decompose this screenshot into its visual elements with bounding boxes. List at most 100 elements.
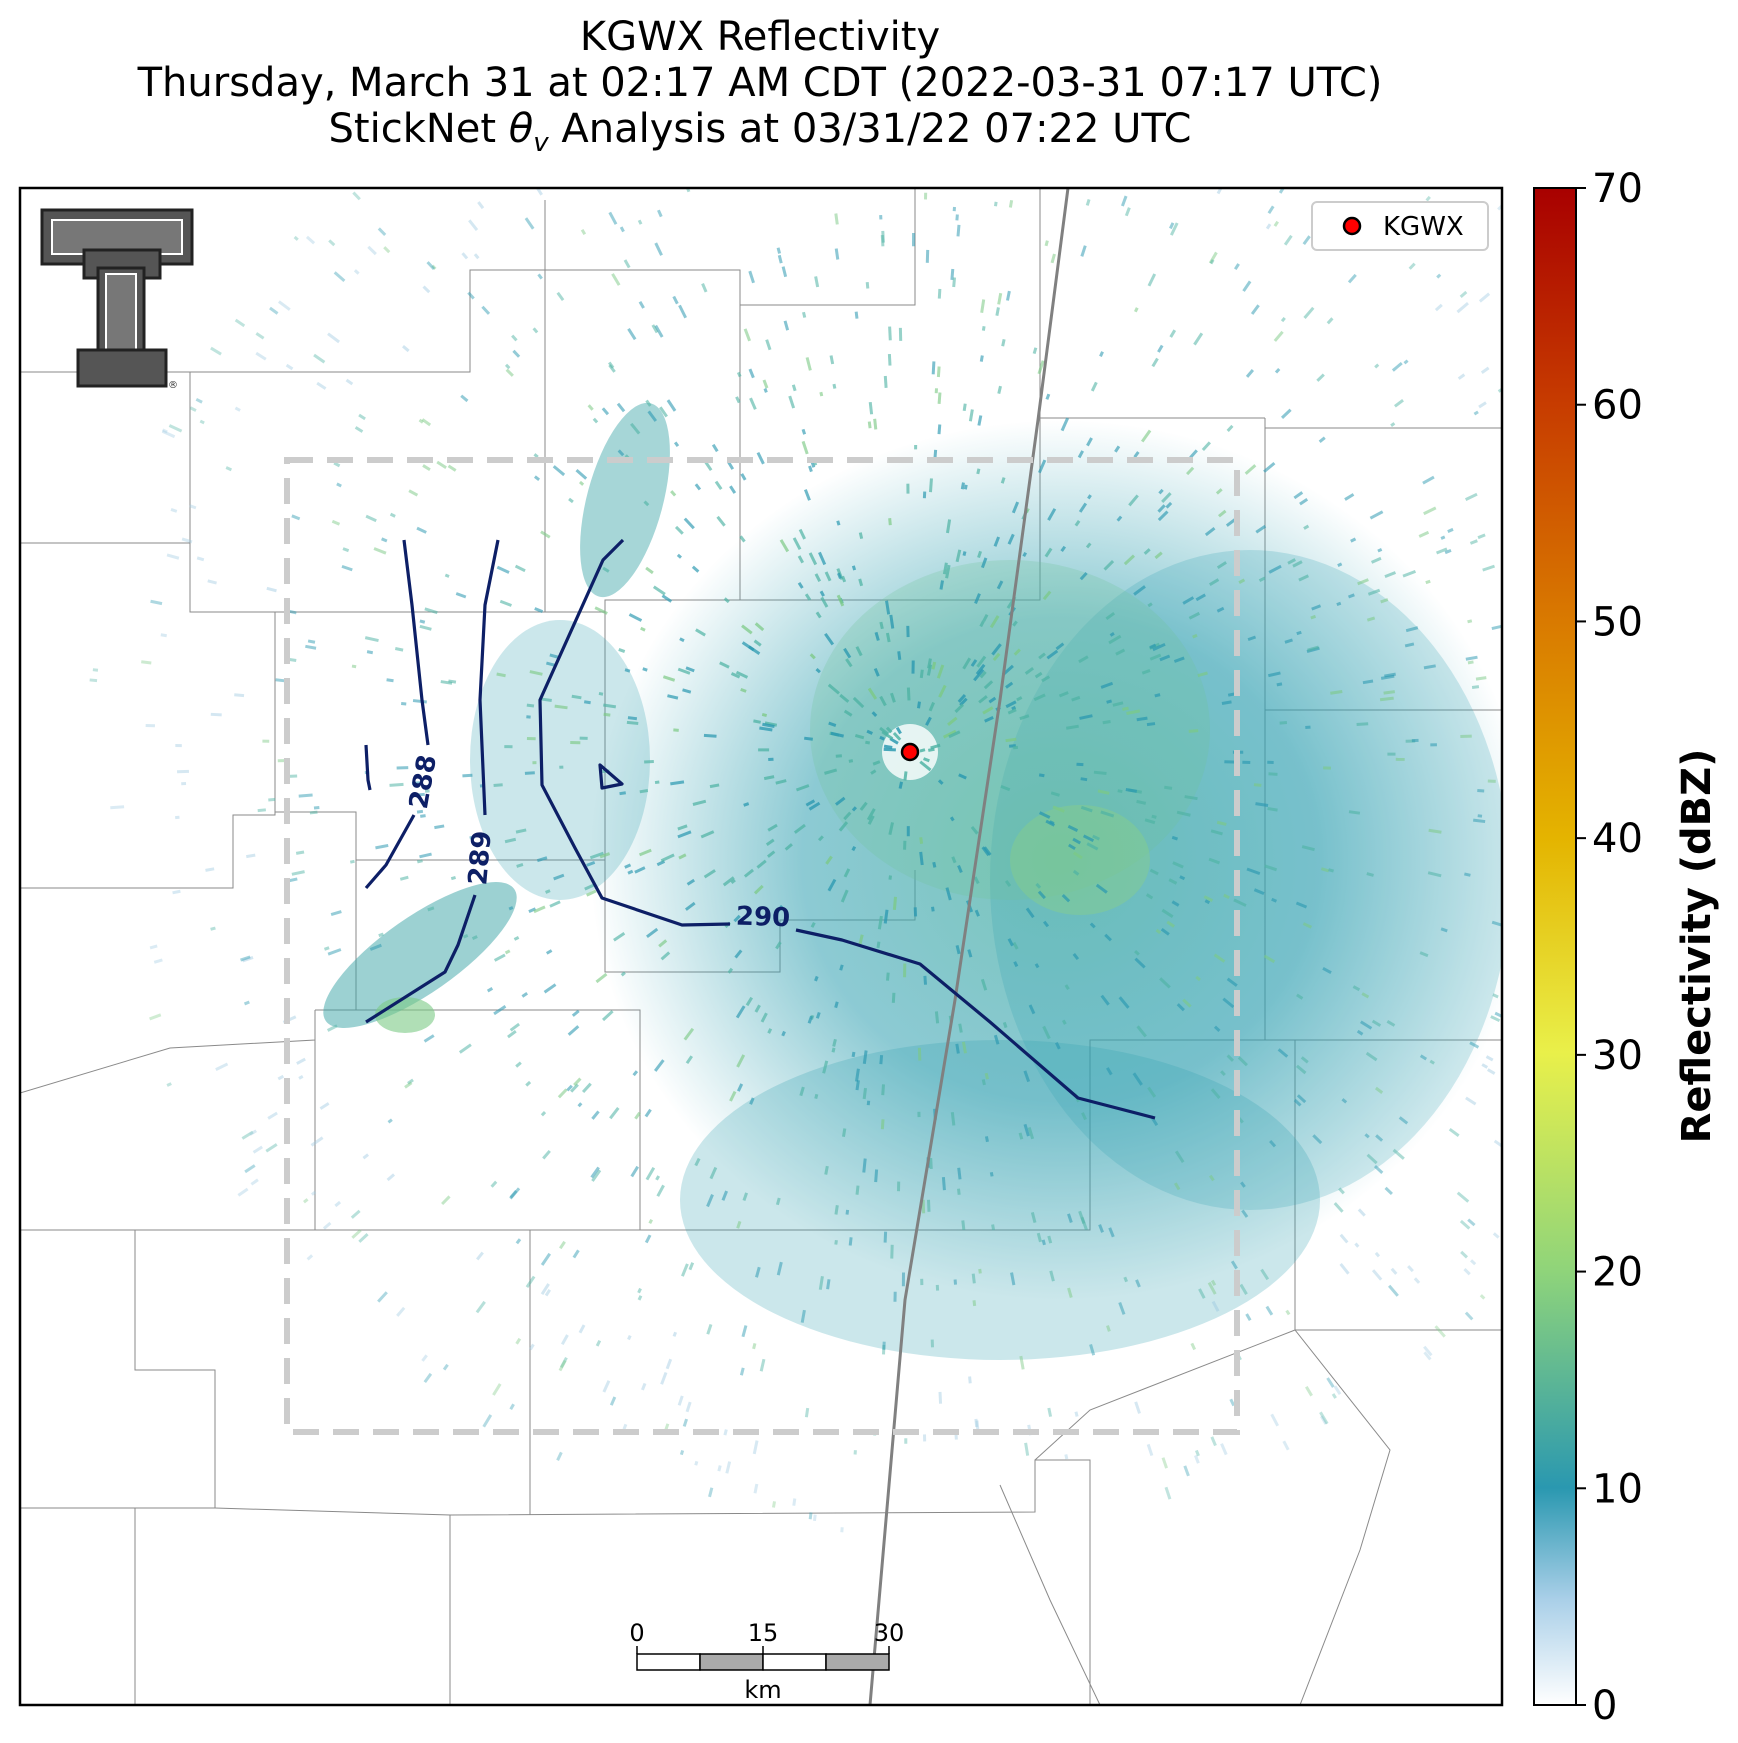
echo-speckle	[922, 491, 927, 499]
echo-speckle	[979, 670, 987, 679]
echo-speckle	[656, 1184, 665, 1197]
echo-speckle	[1263, 954, 1276, 964]
echo-speckle	[375, 843, 389, 850]
echo-speckle	[1001, 339, 1006, 347]
echo-speckle	[674, 525, 684, 535]
echo-speckle	[1164, 785, 1173, 790]
echo-speckle	[814, 573, 822, 582]
echo-speckle	[817, 835, 824, 842]
echo-speckle	[866, 729, 873, 735]
echo-speckle	[1210, 1279, 1217, 1286]
echo-speckle	[1098, 1224, 1104, 1233]
echo-speckle	[624, 668, 631, 673]
echo-speckle	[381, 537, 388, 543]
echo-speckle	[1007, 708, 1017, 715]
echo-speckle	[1444, 548, 1452, 555]
echo-speckle	[1157, 504, 1166, 513]
echo-speckle	[1302, 922, 1313, 929]
echo-speckle	[316, 381, 327, 390]
echo-speckle	[1165, 501, 1173, 509]
echo-speckle	[310, 1136, 324, 1147]
title-line-3: StickNet θv Analysis at 03/31/22 07:22 U…	[0, 106, 1520, 166]
echo-speckle	[814, 975, 819, 982]
echo-speckle	[1239, 1283, 1248, 1295]
echo-speckle	[354, 426, 364, 433]
echo-speckle	[709, 783, 720, 789]
echo-speckle	[296, 1057, 306, 1065]
echo-speckle	[1276, 682, 1283, 687]
echo-speckle	[1099, 351, 1104, 358]
echo-speckle	[1055, 642, 1065, 651]
echo-speckle	[931, 661, 937, 670]
echo-speckle	[928, 701, 935, 712]
echo-speckle	[1197, 671, 1208, 678]
echo-speckle	[1038, 459, 1047, 474]
echo-speckle	[611, 273, 621, 286]
echo-speckle	[1465, 1096, 1477, 1106]
echo-speckle	[776, 1261, 783, 1276]
echo-speckle	[1215, 488, 1223, 495]
echo-speckle	[1473, 818, 1486, 824]
echo-speckle	[639, 789, 649, 794]
echo-speckle	[1226, 977, 1238, 987]
echo-speckle	[373, 547, 387, 555]
echo-speckle	[756, 859, 767, 869]
echo-speckle	[586, 860, 596, 867]
echo-speckle	[703, 733, 717, 738]
echo-speckle	[560, 1334, 569, 1346]
echo-speckle	[841, 575, 847, 583]
echo-speckle	[1268, 772, 1278, 776]
echo-speckle	[234, 406, 241, 412]
echo-speckle	[322, 1221, 332, 1230]
echo-speckle	[1072, 851, 1083, 860]
echo-speckle	[1413, 1277, 1421, 1284]
echo-speckle	[1422, 475, 1435, 485]
echo-speckle	[917, 701, 921, 709]
echo-speckle	[867, 687, 878, 700]
echo-speckle	[533, 453, 539, 459]
echo-speckle	[660, 951, 671, 961]
echo-speckle	[181, 537, 193, 544]
echo-speckle	[992, 652, 1001, 662]
echo-speckle	[1293, 491, 1304, 500]
echo-speckle	[767, 1028, 773, 1034]
echo-speckle	[1055, 1042, 1061, 1050]
echo-speckle	[673, 728, 679, 732]
echo-speckle	[721, 1190, 729, 1201]
echo-speckle	[533, 188, 543, 196]
echo-speckle	[1147, 602, 1153, 608]
echo-speckle	[1492, 1232, 1500, 1239]
echo-speckle	[803, 489, 811, 501]
echo-speckle	[532, 761, 537, 765]
echo-speckle	[848, 1237, 853, 1246]
echo-speckle	[919, 851, 924, 866]
echo-speckle	[1245, 369, 1255, 378]
echo-speckle	[661, 594, 673, 603]
echo-speckle	[808, 801, 821, 811]
echo-speckle	[845, 1209, 850, 1215]
echo-speckle	[267, 1111, 278, 1120]
echo-speckle	[1374, 363, 1380, 369]
echo-speckle	[1460, 1250, 1469, 1259]
echo-speckle	[873, 667, 880, 677]
echo-speckle	[708, 1487, 714, 1498]
legend-marker-kgwx	[1342, 216, 1362, 236]
echo-speckle	[892, 732, 902, 741]
echo-speckle	[692, 799, 707, 806]
echo-speckle	[526, 737, 536, 741]
echo-speckle	[1188, 729, 1199, 733]
echo-speckle	[1100, 994, 1110, 1006]
echo-speckle	[1019, 1355, 1025, 1370]
echo-speckle	[1118, 996, 1130, 1009]
echo-speckle	[584, 883, 596, 891]
echo-speckle	[1058, 691, 1069, 698]
echo-speckle	[813, 1514, 817, 1522]
echo-speckle	[617, 449, 625, 457]
echo-speckle	[396, 766, 409, 770]
echo-speckle	[835, 796, 846, 806]
echo-speckle	[326, 1024, 338, 1032]
echo-speckle	[419, 619, 426, 624]
echo-speckle	[1169, 329, 1177, 338]
echo-speckle	[1271, 897, 1277, 903]
echo-speckle	[898, 327, 903, 341]
